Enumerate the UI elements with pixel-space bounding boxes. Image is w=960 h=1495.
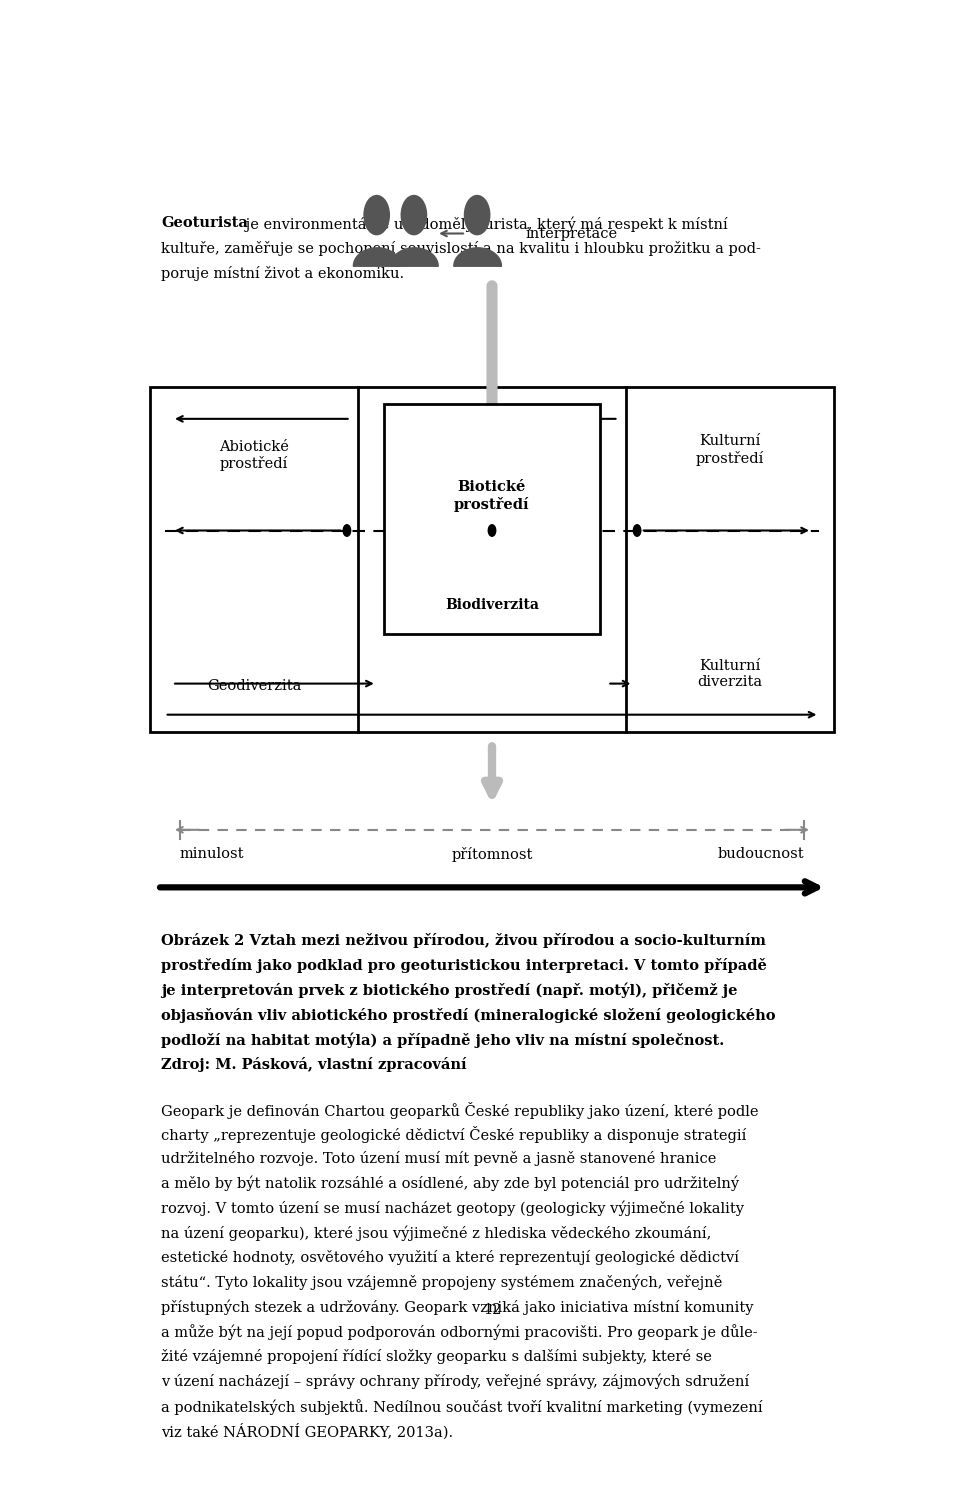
Text: Geopark je definován Chartou geoparků České republiky jako úzení, které podle: Geopark je definován Chartou geoparků Če…	[161, 1102, 758, 1118]
Circle shape	[634, 525, 641, 537]
Text: budoucnost: budoucnost	[718, 848, 804, 861]
Text: kultuře, zaměřuje se pochopení souvislostí a na kvalitu i hloubku prožitku a pod: kultuře, zaměřuje se pochopení souvislos…	[161, 241, 760, 256]
Text: podloží na habitat motýla) a případně jeho vliv na místní společnost.: podloží na habitat motýla) a případně je…	[161, 1033, 724, 1048]
Text: Zdroj: M. Pásková, vlastní zpracování: Zdroj: M. Pásková, vlastní zpracování	[161, 1057, 467, 1072]
Text: je interpretován prvek z biotického prostředí (např. motýl), přičemž je: je interpretován prvek z biotického pros…	[161, 982, 737, 999]
Text: přístupných stezek a udržovány. Geopark vzniká jako iniciativa místní komunity: přístupných stezek a udržovány. Geopark …	[161, 1299, 754, 1316]
Text: minulost: minulost	[180, 848, 244, 861]
Text: a může být na její popud podporován odbornými pracovišti. Pro geopark je důle-: a může být na její popud podporován odbo…	[161, 1325, 757, 1341]
Text: státu“. Tyto lokality jsou vzájemně propojeny systémem značených, veřejně: státu“. Tyto lokality jsou vzájemně prop…	[161, 1275, 722, 1290]
Bar	[150, 387, 834, 733]
Circle shape	[343, 525, 350, 537]
Bar	[384, 404, 600, 634]
Circle shape	[489, 525, 495, 537]
Text: Geodiverzita: Geodiverzita	[206, 679, 301, 692]
Text: 12: 12	[483, 1302, 501, 1317]
Text: Biodiverzita: Biodiverzita	[445, 598, 539, 613]
Text: v úzení nacházejí – správy ochrany přírody, veřejné správy, zájmových sdružení: v úzení nacházejí – správy ochrany příro…	[161, 1374, 749, 1389]
Text: prostředím jako podklad pro geoturistickou interpretaci. V tomto případě: prostředím jako podklad pro geoturistick…	[161, 958, 767, 973]
Text: na úzení geoparku), které jsou výjimečné z hlediska vědeckého zkoumání,: na úzení geoparku), které jsou výjimečné…	[161, 1226, 711, 1241]
Text: a podnikatelských subjektů. Nedílnou součást tvoří kvalitní marketing (vymezení: a podnikatelských subjektů. Nedílnou sou…	[161, 1399, 762, 1414]
Text: přítomnost: přítomnost	[451, 848, 533, 863]
Text: Abiotické
prostředí: Abiotické prostředí	[219, 440, 289, 471]
Text: a mělo by být natolik rozsáhlé a osídlené, aby zde byl potenciál pro udržitelný: a mělo by být natolik rozsáhlé a osídlen…	[161, 1177, 739, 1192]
Text: Obrázek 2 Vztah mezi neživou přírodou, živou přírodou a socio-kulturním: Obrázek 2 Vztah mezi neživou přírodou, ž…	[161, 933, 766, 948]
Circle shape	[465, 196, 490, 235]
Text: rozvoj. V tomto úzení se musí nacházet geotopy (geologicky výjimečné lokality: rozvoj. V tomto úzení se musí nacházet g…	[161, 1200, 744, 1217]
Text: Kulturní
prostředí: Kulturní prostředí	[696, 434, 764, 465]
Text: je environmentálně uvědomělý turista, který má respekt k místní: je environmentálně uvědomělý turista, kt…	[241, 217, 728, 232]
Text: udržitelného rozvoje. Toto úzení musí mít pevně a jasně stanovené hranice: udržitelného rozvoje. Toto úzení musí mí…	[161, 1151, 716, 1166]
Circle shape	[401, 196, 426, 235]
Text: viz také NÁRODNÍ GEOPARKY, 2013a).: viz také NÁRODNÍ GEOPARKY, 2013a).	[161, 1423, 453, 1440]
Circle shape	[364, 196, 390, 235]
Text: poruje místní život a ekonomiku.: poruje místní život a ekonomiku.	[161, 266, 404, 281]
Text: Biotické
prostředí: Biotické prostředí	[454, 480, 530, 511]
Text: objasňován vliv abiotického prostředí (mineralogické složení geologického: objasňován vliv abiotického prostředí (m…	[161, 1008, 776, 1023]
Text: Geoturista: Geoturista	[161, 217, 248, 230]
Text: žité vzájemné propojení řídící složky geoparku s dalšími subjekty, které se: žité vzájemné propojení řídící složky ge…	[161, 1348, 711, 1365]
Text: charty „reprezentuje geologické dědictví České republiky a disponuje strategií: charty „reprezentuje geologické dědictví…	[161, 1126, 746, 1144]
Text: Kulturní
diverzita: Kulturní diverzita	[698, 659, 762, 689]
Text: interpretace: interpretace	[525, 227, 617, 241]
Text: estetické hodnoty, osvětového využití a které reprezentují geologické dědictví: estetické hodnoty, osvětového využití a …	[161, 1250, 739, 1265]
